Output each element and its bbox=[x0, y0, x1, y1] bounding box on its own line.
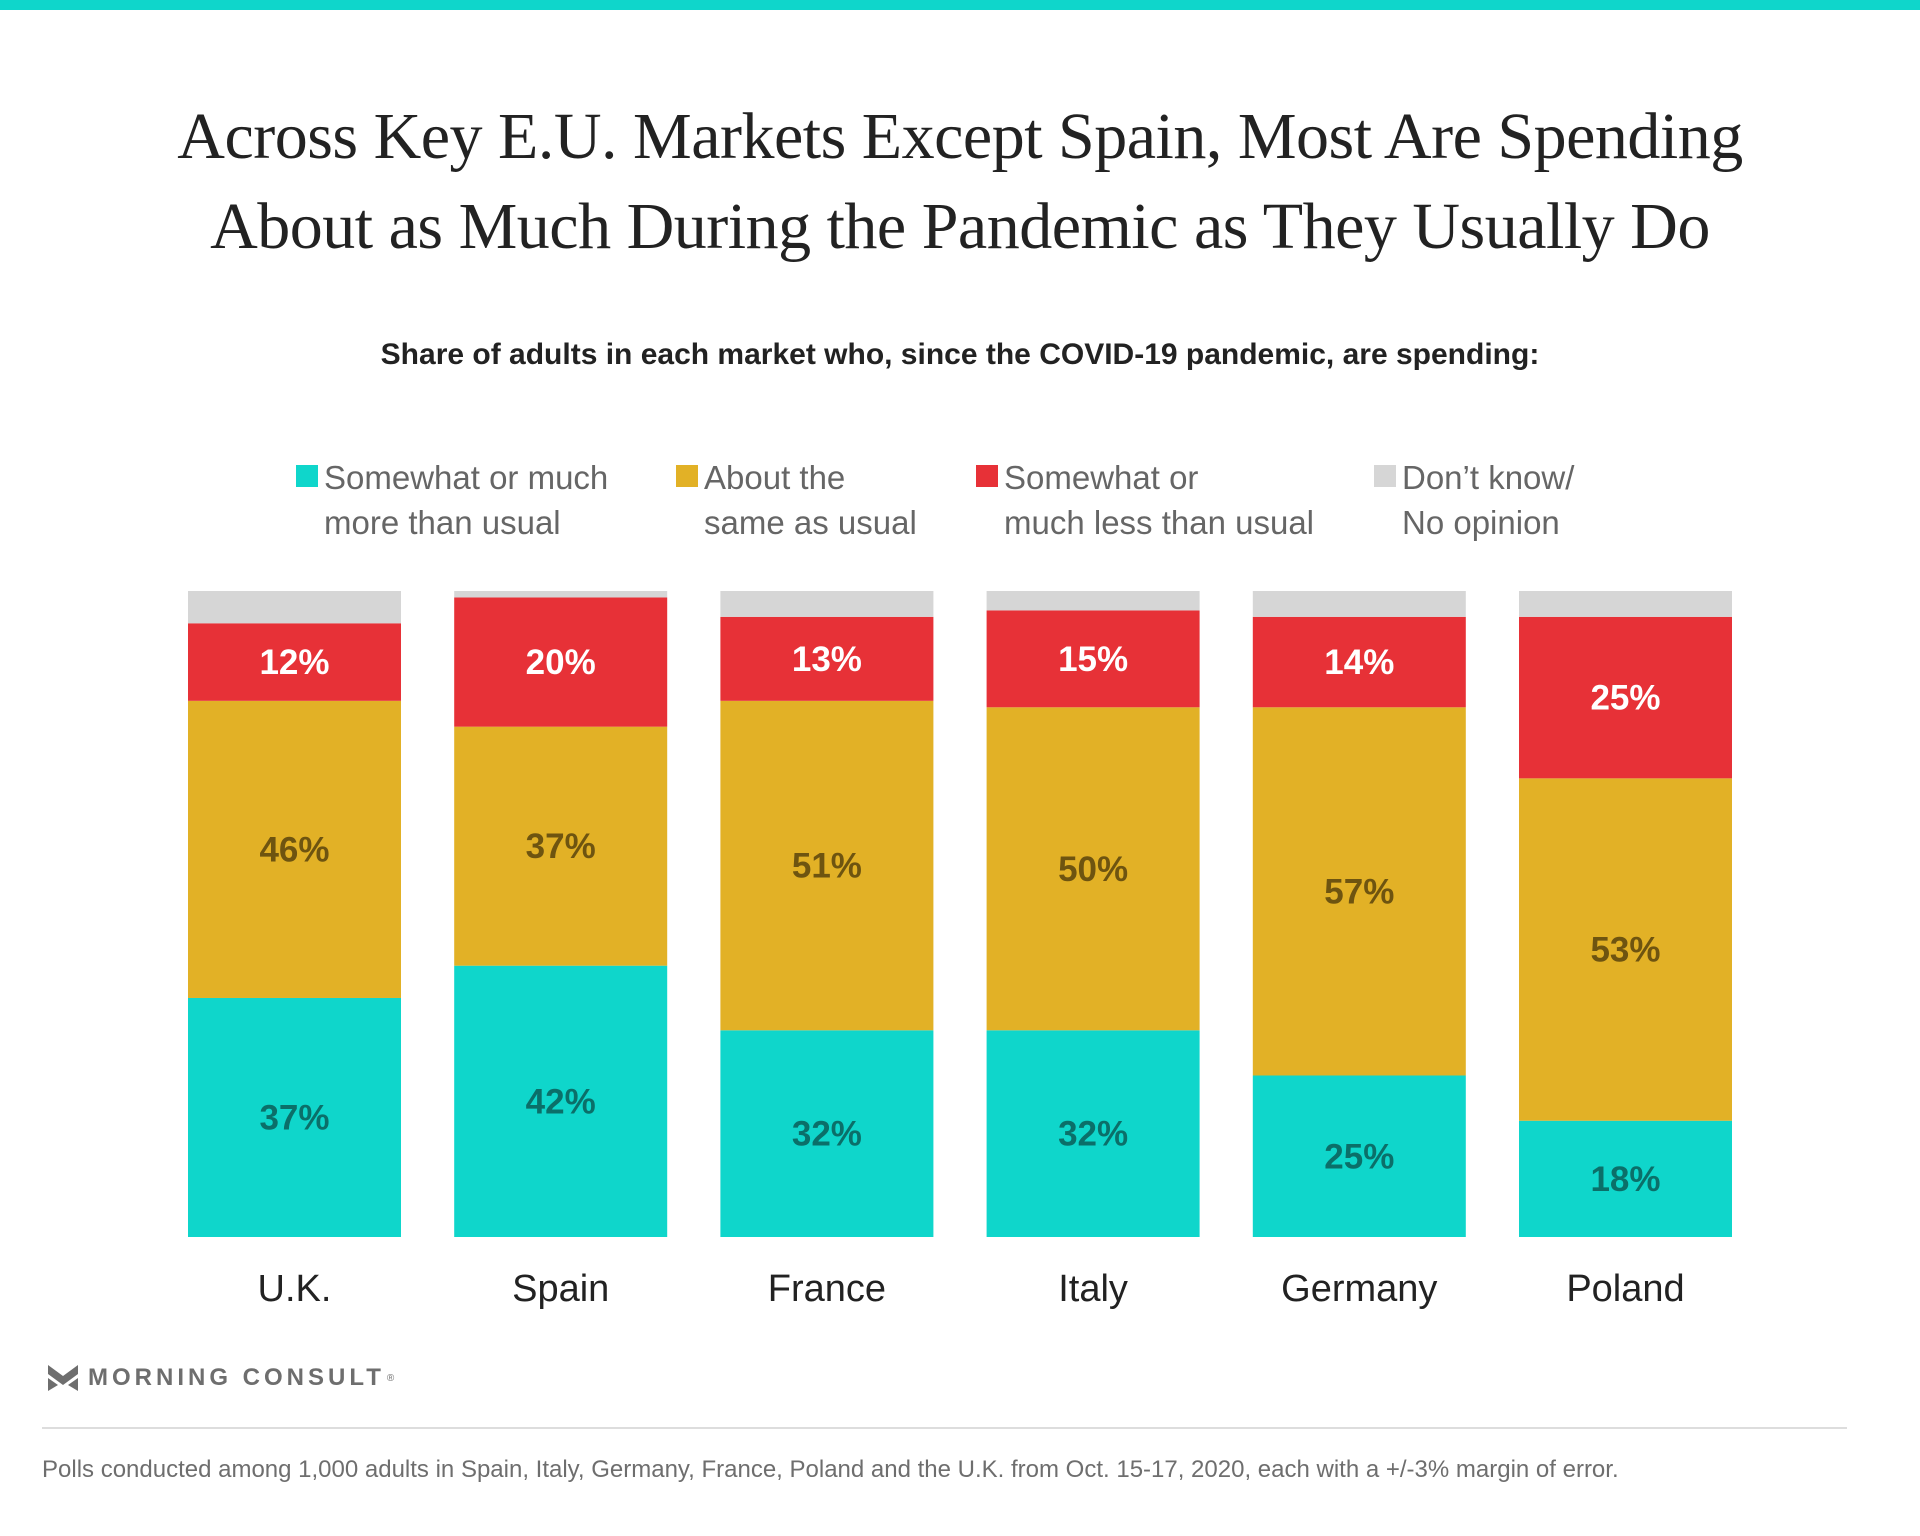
stacked-bar-chart: 37% 46% 12% U.K. 42% 37% 20% Spain 32% 51% 13% Fran… bbox=[188, 591, 1732, 1310]
bar-group-poland: 18% 53% 25% Poland bbox=[1519, 591, 1732, 1310]
bar-segment-less bbox=[720, 616, 934, 701]
legend-item-dk: Don’t know/ No opinion bbox=[1374, 455, 1574, 545]
bar-segment-same bbox=[720, 700, 934, 1031]
bar-segment-more bbox=[1519, 1120, 1732, 1237]
legend-label-same: About the same as usual bbox=[704, 459, 917, 541]
logo-text: MORNING CONSULT bbox=[88, 1364, 385, 1391]
category-label: France bbox=[768, 1268, 886, 1310]
legend-item-less: Somewhat or much less than usual bbox=[976, 455, 1314, 545]
bar-segment-dk bbox=[188, 591, 401, 624]
registered-mark: ® bbox=[386, 1372, 395, 1384]
data-label-less: 13% bbox=[792, 640, 862, 679]
footer-divider bbox=[42, 1427, 1847, 1429]
chart-title: Across Key E.U. Markets Except Spain, Mo… bbox=[0, 92, 1920, 272]
data-label-more: 42% bbox=[526, 1082, 596, 1121]
data-label-less: 25% bbox=[1590, 679, 1660, 718]
data-label-more: 32% bbox=[1058, 1115, 1128, 1154]
bar-segment-same bbox=[454, 726, 668, 966]
title-line-2: About as Much During the Pandemic as The… bbox=[210, 190, 1710, 263]
bar-group-germany: 25% 57% 14% Germany bbox=[1252, 591, 1466, 1310]
bar-segment-more bbox=[1252, 1075, 1466, 1237]
data-label-more: 32% bbox=[792, 1115, 862, 1154]
bar-segment-same bbox=[986, 707, 1200, 1031]
data-label-less: 12% bbox=[259, 643, 329, 682]
footnote: Polls conducted among 1,000 adults in Sp… bbox=[42, 1456, 1619, 1483]
data-label-same: 46% bbox=[259, 830, 329, 869]
data-label-same: 50% bbox=[1058, 850, 1128, 889]
category-label: Italy bbox=[1058, 1268, 1128, 1310]
data-label-less: 14% bbox=[1324, 643, 1394, 682]
data-label-same: 51% bbox=[792, 847, 862, 886]
legend: Somewhat or much more than usual About t… bbox=[0, 455, 1920, 555]
bar-segment-less bbox=[986, 610, 1200, 708]
bar-group-uk: 37% 46% 12% U.K. bbox=[188, 591, 401, 1310]
bar-segment-more bbox=[720, 1030, 934, 1237]
bar-segment-same bbox=[1252, 707, 1466, 1076]
legend-swatch-less bbox=[976, 465, 998, 487]
bar-segment-dk bbox=[720, 591, 934, 617]
chart-subtitle: Share of adults in each market who, sinc… bbox=[380, 338, 1540, 371]
morning-consult-logo: MORNING CONSULT ® bbox=[48, 1364, 394, 1392]
data-label-same: 57% bbox=[1324, 872, 1394, 911]
category-label: Germany bbox=[1281, 1268, 1437, 1310]
bar-group-italy: 32% 50% 15% Italy bbox=[986, 591, 1200, 1310]
bar-segment-dk bbox=[1252, 591, 1466, 617]
legend-label-more: Somewhat or much more than usual bbox=[324, 459, 609, 541]
legend-swatch-dk bbox=[1374, 465, 1396, 487]
data-label-same: 53% bbox=[1590, 931, 1660, 970]
bar-segment-more bbox=[454, 965, 668, 1237]
category-label: Spain bbox=[512, 1268, 609, 1310]
data-label-less: 20% bbox=[526, 643, 596, 682]
legend-label-less: Somewhat or much less than usual bbox=[1004, 459, 1315, 541]
category-label: U.K. bbox=[258, 1268, 332, 1310]
bar-group-france: 32% 51% 13% France bbox=[720, 591, 934, 1310]
data-label-more: 37% bbox=[259, 1098, 329, 1137]
category-label: Poland bbox=[1566, 1268, 1684, 1310]
bar-segment-dk bbox=[454, 591, 668, 598]
legend-item-more: Somewhat or much more than usual bbox=[296, 455, 608, 545]
legend-swatch-more bbox=[296, 465, 318, 487]
bar-segment-dk bbox=[1519, 591, 1732, 617]
bar-segment-same bbox=[188, 700, 401, 998]
bar-segment-less bbox=[188, 623, 401, 701]
legend-swatch-same bbox=[676, 465, 698, 487]
bar-segment-less bbox=[1252, 616, 1466, 708]
bar-segment-same bbox=[1519, 778, 1732, 1121]
data-label-same: 37% bbox=[526, 827, 596, 866]
bar-group-spain: 42% 37% 20% Spain bbox=[454, 591, 668, 1310]
legend-item-same: About the same as usual bbox=[676, 455, 917, 545]
bar-segment-dk bbox=[986, 591, 1200, 611]
bar-segment-more bbox=[188, 997, 401, 1237]
bar-segment-less bbox=[1519, 616, 1732, 779]
top-accent-bar bbox=[0, 0, 1920, 10]
data-label-more: 18% bbox=[1590, 1160, 1660, 1199]
morning-consult-chevron-icon bbox=[48, 1365, 78, 1391]
data-label-more: 25% bbox=[1324, 1137, 1394, 1176]
bar-segment-more bbox=[986, 1030, 1200, 1237]
bar-segment-less bbox=[454, 597, 668, 727]
title-line-1: Across Key E.U. Markets Except Spain, Mo… bbox=[177, 100, 1743, 173]
legend-label-dk: Don’t know/ No opinion bbox=[1402, 459, 1575, 541]
data-label-less: 15% bbox=[1058, 640, 1128, 679]
